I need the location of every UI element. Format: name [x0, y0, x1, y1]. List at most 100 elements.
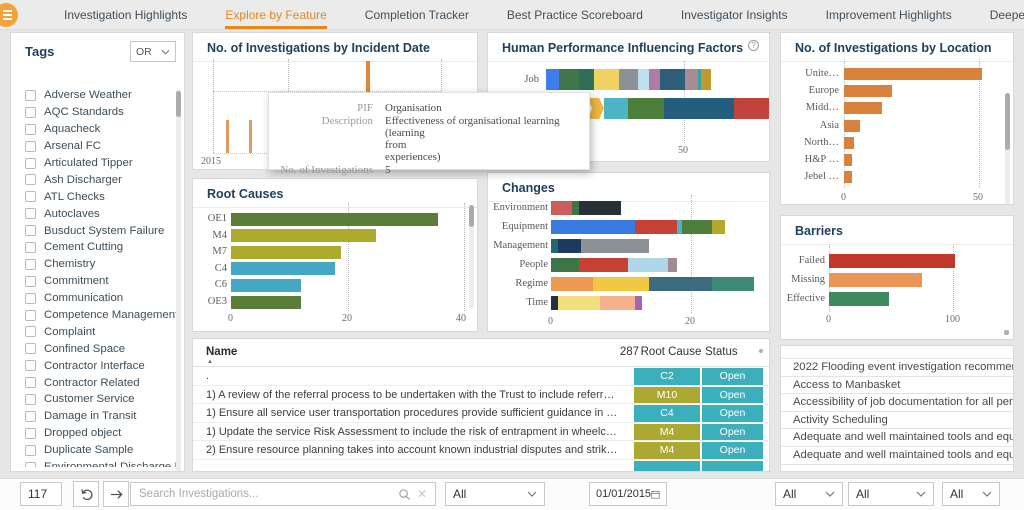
bar[interactable]	[844, 154, 853, 166]
table-row[interactable]: 1) Ensure all service user transportatio…	[193, 404, 769, 423]
root-cause-badge[interactable]	[634, 460, 700, 471]
bar-segment[interactable]	[701, 69, 711, 90]
filter-dropdown-1[interactable]: All	[445, 482, 545, 506]
checkbox[interactable]	[25, 225, 36, 237]
tag-item[interactable]: Aquacheck	[11, 121, 176, 138]
tag-item[interactable]: Arsenal FC	[11, 138, 176, 155]
checkbox[interactable]	[25, 241, 36, 253]
checkbox[interactable]	[25, 377, 36, 389]
stacked-bar[interactable]	[551, 238, 649, 253]
category-label[interactable]: Unite…	[805, 68, 839, 79]
tag-item[interactable]: Cement Cutting	[11, 239, 176, 256]
bar-segment[interactable]	[558, 295, 600, 310]
category-label[interactable]: M4	[212, 229, 227, 241]
bar[interactable]	[844, 102, 882, 115]
bar-segment[interactable]	[712, 219, 726, 234]
checkbox[interactable]	[25, 427, 36, 439]
checkbox[interactable]	[25, 140, 36, 152]
checkbox[interactable]	[25, 343, 36, 355]
tag-item[interactable]: Environmental Discharge Into R...	[11, 459, 176, 467]
checkbox[interactable]	[25, 309, 36, 321]
bar[interactable]	[844, 68, 982, 80]
stacked-bar[interactable]	[551, 257, 677, 272]
category-label[interactable]: Europe	[808, 85, 839, 97]
list-item[interactable]: Access to Manbasket	[781, 377, 1013, 395]
root-causes-chart[interactable]: OE1 M4 M7 C4 C6 OE3 0 20 40	[193, 179, 477, 331]
bar-segment[interactable]	[638, 69, 649, 90]
bar[interactable]	[231, 262, 336, 276]
table-row[interactable]: . C2 Open	[193, 367, 769, 386]
tab-explore-by-feature[interactable]: Explore by Feature	[225, 0, 327, 29]
table-header-status[interactable]: Status	[705, 346, 738, 358]
table-row[interactable]	[193, 460, 769, 471]
stacked-bar[interactable]	[551, 201, 621, 215]
help-icon[interactable]: ?	[748, 40, 759, 51]
bar-segment[interactable]	[628, 98, 664, 119]
category-label[interactable]: OE3	[207, 296, 227, 307]
location-scrollbar[interactable]	[1005, 93, 1010, 204]
tag-item[interactable]: Customer Service	[11, 391, 176, 408]
category-label[interactable]: Missing	[791, 274, 825, 285]
category-label[interactable]: Midd…	[805, 102, 839, 114]
bar[interactable]	[231, 278, 302, 292]
list-item[interactable]: Accessibility of job documentation for a…	[781, 394, 1013, 412]
tag-item[interactable]: Complaint	[11, 323, 176, 340]
checkbox[interactable]	[25, 123, 36, 135]
tag-item[interactable]: ATL Checks	[11, 188, 176, 205]
tag-item[interactable]: Commitment	[11, 273, 176, 290]
checkbox[interactable]	[25, 275, 36, 287]
status-badge[interactable]: Open	[702, 442, 763, 459]
search-icon[interactable]	[398, 488, 411, 501]
bar-segment[interactable]	[600, 295, 635, 310]
bar[interactable]	[844, 136, 854, 149]
undo-button[interactable]	[73, 481, 99, 507]
tag-item[interactable]: Chemistry	[11, 256, 176, 273]
bar-segment[interactable]	[594, 69, 619, 90]
bar-segment[interactable]	[551, 201, 572, 215]
bar-segment[interactable]	[635, 295, 642, 310]
tab-best-practice-scoreboard[interactable]: Best Practice Scoreboard	[506, 7, 643, 22]
category-label[interactable]: C6	[214, 279, 227, 291]
location-chart[interactable]: Unite… Europe Midd… Asia North… H&P … Jebel … 0…	[781, 33, 1013, 204]
bar-segment[interactable]	[649, 69, 660, 90]
search-input[interactable]	[131, 488, 398, 500]
checkbox[interactable]	[25, 393, 36, 405]
tab-investigator-insights[interactable]: Investigator Insights	[680, 7, 788, 22]
bar-segment[interactable]	[712, 276, 754, 291]
checkbox[interactable]	[25, 208, 36, 220]
filter-dropdown-4[interactable]: All	[942, 482, 1000, 506]
root-cause-badge[interactable]: M10	[634, 386, 700, 403]
bar-segment[interactable]	[551, 219, 635, 234]
tag-item[interactable]: Contractor Related	[11, 374, 176, 391]
bar-segment[interactable]	[551, 295, 558, 310]
bar-segment[interactable]	[681, 219, 712, 234]
bar-segment[interactable]	[546, 69, 559, 90]
stacked-bar[interactable]	[551, 276, 754, 291]
tag-item[interactable]: AQC Standards	[11, 104, 176, 121]
tab-completion-tracker[interactable]: Completion Tracker	[364, 7, 469, 22]
stacked-bar[interactable]	[546, 69, 711, 90]
checkbox[interactable]	[25, 461, 36, 467]
list-item[interactable]: Activity Scheduling	[781, 412, 1013, 430]
column-bar[interactable]	[249, 120, 252, 153]
bar-segment[interactable]	[593, 276, 649, 291]
bar-segment[interactable]	[628, 257, 668, 272]
stacked-bar[interactable]	[551, 295, 642, 310]
bar[interactable]	[231, 245, 341, 259]
category-label[interactable]: Effective	[786, 293, 825, 304]
category-label[interactable]: M7	[212, 246, 227, 258]
bar-segment[interactable]	[667, 257, 677, 272]
category-label[interactable]: People	[519, 258, 548, 270]
bar-segment[interactable]	[572, 201, 579, 215]
list-item[interactable]: 2022 Flooding event investigation recomm…	[781, 359, 1013, 377]
category-label[interactable]: Equipment	[501, 220, 548, 232]
bar[interactable]	[844, 119, 861, 132]
root-cause-badge[interactable]: M4	[634, 442, 700, 459]
tag-item[interactable]: Adverse Weather	[11, 87, 176, 104]
category-label[interactable]: Regime	[515, 277, 548, 289]
bar[interactable]	[231, 295, 302, 309]
changes-chart[interactable]: Environment Equipment Management People Regi…	[488, 173, 769, 331]
tag-item[interactable]: Damage in Transit	[11, 408, 176, 425]
tag-item[interactable]: Competence Management	[11, 307, 176, 324]
root-cause-badge[interactable]: C4	[634, 405, 700, 422]
